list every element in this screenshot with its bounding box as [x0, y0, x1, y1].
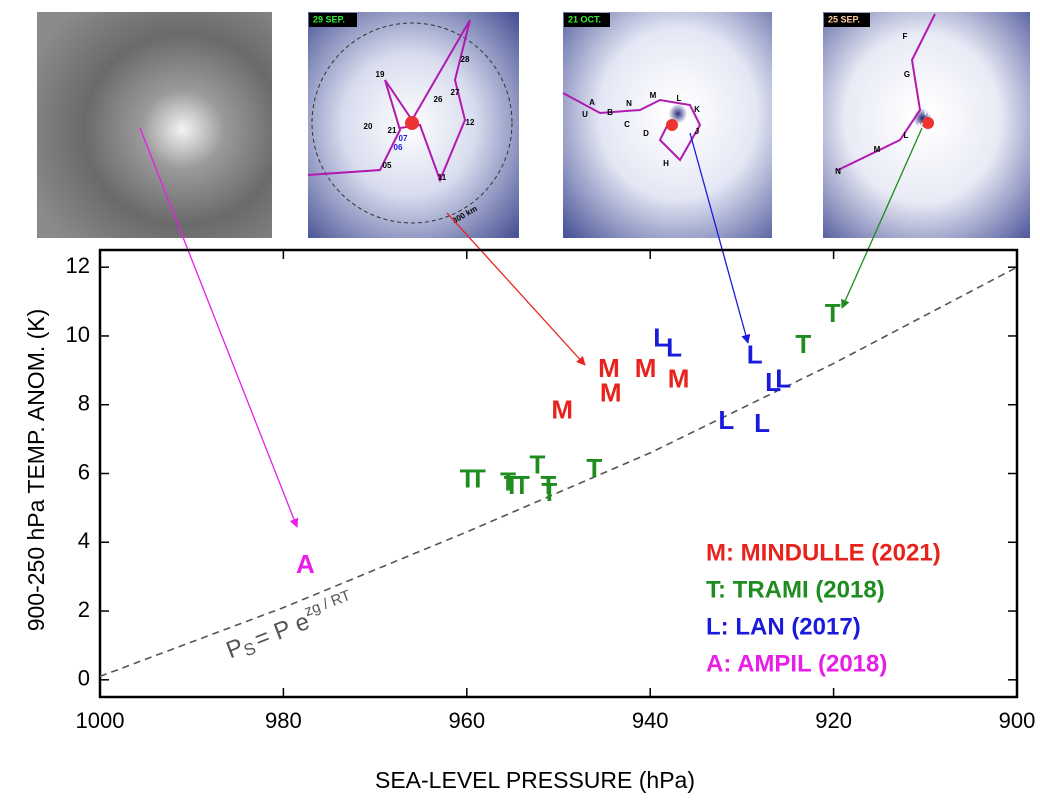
x-tick-label: 1000	[76, 708, 125, 733]
track-label: H	[663, 159, 669, 168]
plot-frame	[98, 248, 1019, 699]
track-label: 05	[383, 161, 392, 170]
y-axis-label: 900-250 hPa TEMP. ANOM. (K)	[23, 309, 49, 632]
x-tick-label: 900	[999, 708, 1036, 733]
point-marker: M	[635, 353, 657, 383]
track-label: 12	[466, 118, 475, 127]
point-marker: M	[551, 394, 573, 424]
track-label: L	[677, 94, 682, 103]
x-tick-label: 920	[815, 708, 852, 733]
track-label: J	[695, 127, 699, 136]
track-label: L	[904, 131, 909, 140]
point-marker: T	[460, 463, 476, 493]
eye-marks	[405, 116, 419, 130]
y-tick-label: 8	[78, 391, 90, 416]
x-tick-label: 980	[265, 708, 302, 733]
legend-entry: T: TRAMI (2018)	[706, 576, 885, 603]
track-label: K	[694, 105, 700, 114]
track-label: G	[904, 70, 910, 79]
y-tick-label: 0	[78, 666, 90, 691]
track-label: 20	[364, 122, 373, 131]
track-label: C	[624, 120, 630, 129]
y-tick-label: 6	[78, 459, 90, 484]
y-tick-label: 4	[78, 528, 90, 553]
track-label: U	[582, 110, 588, 119]
x-tick-label: 960	[448, 708, 485, 733]
track-label: K	[918, 122, 924, 131]
track	[562, 92, 702, 162]
track-label: 27	[451, 88, 460, 97]
arrow	[689, 132, 751, 344]
point-marker: T	[825, 298, 841, 328]
point-marker: M	[598, 353, 620, 383]
track-label: 07	[399, 134, 408, 143]
point-marker: L	[718, 405, 734, 435]
track-label: A	[589, 98, 595, 107]
arrow	[139, 127, 299, 528]
track-label: 06	[394, 143, 403, 152]
track-label: 28	[461, 55, 470, 64]
track-label: F	[903, 32, 908, 41]
y-tick-label: 2	[78, 597, 90, 622]
track	[307, 19, 471, 183]
date-label: 25 SEP.	[828, 14, 860, 24]
y-tick-label: 12	[66, 253, 90, 278]
track-label: 26	[434, 95, 443, 104]
date-box	[564, 13, 610, 27]
track	[837, 13, 936, 171]
y-tick-label: 10	[66, 322, 90, 347]
eye-marks	[922, 117, 934, 129]
track-label: M	[874, 145, 881, 154]
arrow	[841, 127, 923, 309]
track-label: D	[643, 129, 649, 138]
point-marker: T	[504, 470, 520, 500]
legend-entry: A: AMPIL (2018)	[706, 650, 887, 677]
point-marker: T	[586, 453, 602, 483]
point-marker: T	[514, 470, 530, 500]
point-marker: T	[541, 477, 557, 507]
legend-entry: L: LAN (2017)	[706, 613, 861, 640]
x-tick-label: 940	[632, 708, 669, 733]
eye-marks	[666, 119, 678, 131]
formula-part: zg / RT	[302, 587, 353, 620]
date-label: 21 OCT.	[568, 14, 601, 24]
range-circle	[311, 22, 513, 224]
date-box	[824, 13, 870, 27]
point-marker: L	[653, 322, 669, 352]
point-marker: M	[600, 377, 622, 407]
legend-entry: M: MINDULLE (2021)	[706, 539, 941, 566]
x-axis-label: SEA-LEVEL PRESSURE (hPa)	[375, 767, 695, 793]
point-marker: L	[747, 339, 763, 369]
point-marker: L	[754, 408, 770, 438]
track-label: 11	[438, 173, 447, 182]
satellite-images: 29 SEP. 21 OCT. 25 SEP. 19 28 27 26 12 2…	[37, 12, 1030, 238]
date-box	[309, 13, 357, 27]
point-marker: T	[470, 463, 486, 493]
point-marker: T	[795, 329, 811, 359]
arrow	[446, 212, 586, 366]
track-label: 21	[388, 126, 397, 135]
track-label: N	[835, 167, 841, 176]
point-marker: T	[529, 449, 545, 479]
track-label: N	[626, 99, 632, 108]
point-marker: L	[666, 333, 682, 363]
point-marker: M	[668, 364, 690, 394]
point-marker: A	[296, 549, 315, 579]
date-label: 29 SEP.	[313, 14, 345, 24]
point-marker: T	[500, 467, 516, 497]
track-label: M	[650, 91, 657, 100]
track-label: B	[607, 108, 613, 117]
image-ampil	[37, 12, 272, 238]
reference-curve	[99, 266, 1018, 678]
track-label: H	[924, 108, 930, 117]
formula: PS= P ezg / RT	[221, 587, 359, 667]
point-marker: L	[775, 364, 791, 394]
formula-part: = P e	[251, 608, 313, 653]
point-marker: T	[540, 470, 556, 500]
point-marker: L	[765, 367, 781, 397]
arrows	[139, 127, 923, 528]
track-label: 19	[376, 70, 385, 79]
